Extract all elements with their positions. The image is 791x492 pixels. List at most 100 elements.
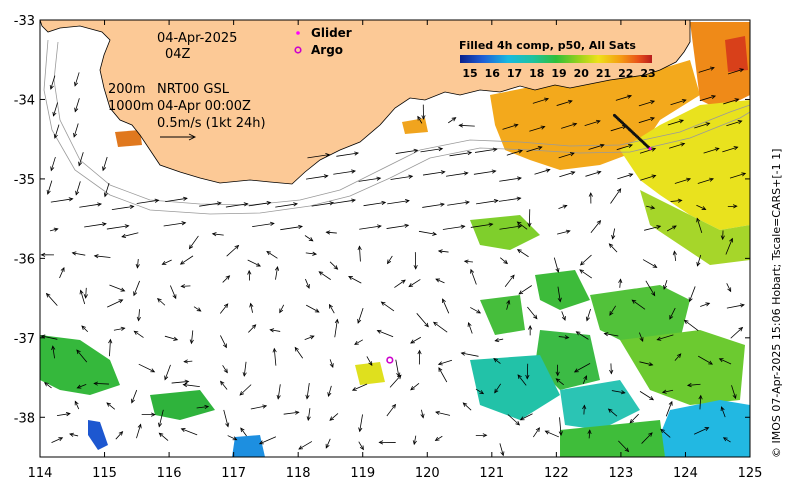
colorbar-tick-label: 20	[574, 67, 590, 80]
velocity-arrow-head	[173, 336, 179, 341]
velocity-arrow-head	[312, 251, 318, 256]
velocity-arrow-head	[183, 359, 189, 364]
velocity-arrow	[134, 330, 144, 338]
velocity-arrow	[506, 300, 510, 310]
velocity-arrow-head	[358, 427, 363, 433]
velocity-arrow-head	[188, 244, 194, 250]
velocity-arrow	[387, 200, 410, 205]
velocity-arrow-head	[494, 388, 499, 394]
velocity-arrow-head	[76, 349, 81, 355]
sst-patch-cyan-2	[560, 380, 640, 430]
velocity-arrow	[697, 254, 702, 266]
velocity-arrow-head	[376, 329, 382, 334]
velocity-arrow-head	[60, 266, 65, 272]
velocity-arrow-head	[476, 309, 482, 314]
velocity-arrow	[109, 339, 111, 357]
velocity-arrow	[307, 154, 330, 159]
velocity-arrow-head	[334, 318, 339, 324]
velocity-arrow	[674, 353, 682, 361]
velocity-arrow-head	[686, 383, 692, 388]
velocity-arrow	[729, 173, 746, 179]
velocity-arrow	[44, 382, 52, 389]
velocity-arrow-head	[609, 311, 614, 316]
argo-legend-icon	[294, 46, 302, 54]
velocity-arrow	[158, 409, 164, 427]
velocity-arrow	[47, 180, 53, 195]
velocity-arrow	[576, 331, 589, 340]
velocity-arrow	[219, 303, 229, 314]
velocity-arrow	[435, 435, 443, 441]
velocity-arrow	[183, 384, 200, 388]
velocity-arrow	[435, 411, 451, 416]
velocity-arrow-head	[223, 368, 228, 374]
velocity-arrow	[674, 178, 691, 184]
velocity-arrow	[358, 177, 381, 182]
velocity-arrow-head	[616, 188, 622, 193]
velocity-arrow-head	[359, 445, 364, 451]
velocity-arrow	[184, 360, 193, 363]
velocity-arrow	[502, 124, 518, 130]
colorbar-tick-label: 21	[596, 67, 611, 80]
velocity-arrow	[189, 235, 199, 249]
velocity-arrow	[470, 307, 481, 314]
velocity-arrow	[498, 197, 521, 202]
y-tick-label: -38	[14, 411, 35, 426]
velocity-arrow-head	[440, 202, 445, 207]
velocity-arrow-head	[269, 221, 275, 226]
velocity-arrow	[666, 225, 677, 232]
velocity-arrow	[557, 230, 570, 235]
x-tick-label: 117	[221, 466, 246, 481]
velocity-arrow-head	[737, 120, 743, 125]
velocity-arrow-head	[135, 263, 140, 269]
velocity-arrow-head	[387, 259, 392, 265]
velocity-arrow	[518, 285, 532, 295]
y-tick-label: -35	[14, 173, 35, 188]
velocity-arrow	[113, 327, 125, 331]
velocity-arrow-head	[376, 176, 382, 181]
sst-patch-green-1	[535, 270, 590, 310]
glider-legend-label: Glider	[311, 26, 352, 40]
velocity-arrow-head	[672, 250, 677, 256]
velocity-arrow-head	[308, 237, 314, 242]
velocity-arrow-head	[705, 122, 711, 127]
velocity-arrow-head	[435, 410, 440, 415]
velocity-arrow-head	[438, 147, 444, 152]
velocity-arrow-head	[217, 201, 222, 206]
velocity-arrow	[561, 311, 566, 321]
velocity-arrow-head	[650, 205, 656, 210]
velocity-arrow-head	[677, 198, 683, 203]
velocity-arrow-head	[306, 416, 311, 422]
velocity-arrow	[277, 384, 281, 399]
argo-marker	[386, 356, 394, 364]
velocity-arrow-head	[516, 196, 522, 201]
glider-track-point	[648, 147, 652, 151]
velocity-arrow-head	[417, 349, 422, 355]
velocity-arrow	[294, 347, 304, 359]
velocity-arrow-head	[596, 170, 602, 175]
velocity-arrow-head	[544, 97, 550, 102]
velocity-arrow	[52, 346, 55, 359]
velocity-arrow	[517, 221, 528, 230]
velocity-arrow	[559, 171, 575, 178]
velocity-arrow	[559, 417, 562, 436]
velocity-arrow	[669, 307, 676, 320]
velocity-arrow	[584, 120, 601, 126]
velocity-arrow-head	[561, 316, 566, 321]
velocity-arrow-head	[266, 201, 272, 206]
velocity-arrow-head	[52, 111, 57, 117]
velocity-arrow-head	[240, 427, 245, 433]
velocity-arrow-head	[354, 340, 359, 345]
velocity-arrow-head	[274, 266, 280, 271]
velocity-arrow	[640, 175, 656, 181]
velocity-arrow-head	[133, 291, 138, 297]
colorbar-tick-label: 23	[640, 67, 655, 80]
velocity-arrow-head	[517, 176, 522, 181]
velocity-arrow	[306, 304, 320, 313]
velocity-arrow	[329, 413, 339, 421]
velocity-arrow	[693, 427, 709, 435]
velocity-arrow	[645, 280, 656, 296]
velocity-arrow-head	[329, 201, 335, 206]
velocity-arrow	[696, 204, 706, 210]
velocity-arrow-head	[460, 351, 466, 356]
velocity-arrow	[280, 226, 303, 231]
